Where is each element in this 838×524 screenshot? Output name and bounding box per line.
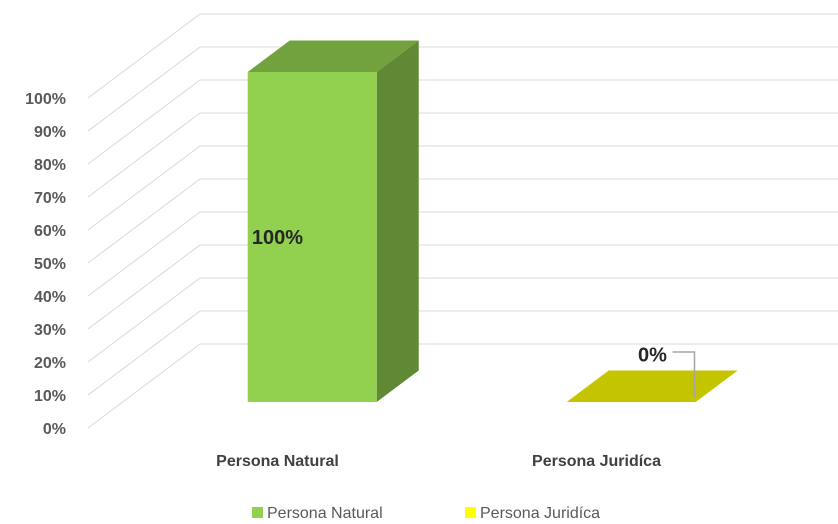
grid-line-side bbox=[87, 178, 201, 264]
y-tick-label: 90% bbox=[34, 124, 66, 141]
grid-line-side bbox=[87, 211, 201, 297]
y-tick-label: 70% bbox=[34, 190, 66, 207]
y-tick-label: 10% bbox=[34, 388, 66, 405]
x-tick-label: Persona Natural bbox=[216, 453, 339, 470]
y-tick-label: 80% bbox=[34, 157, 66, 174]
grid-line-side bbox=[87, 343, 201, 429]
data-label: 0% bbox=[638, 344, 667, 366]
bar-side bbox=[376, 40, 419, 402]
bar bbox=[566, 370, 738, 402]
bar-top bbox=[247, 40, 419, 72]
legend-label: Persona Natural bbox=[267, 505, 383, 522]
bar bbox=[247, 40, 419, 402]
leader-line bbox=[672, 351, 696, 398]
x-tick-label: Persona Juridíca bbox=[532, 453, 661, 470]
grid-line-side bbox=[87, 145, 201, 231]
grid-line-side bbox=[87, 79, 201, 165]
y-tick-label: 40% bbox=[34, 289, 66, 306]
grid-line-side bbox=[87, 13, 201, 99]
grid-line-side bbox=[87, 310, 201, 396]
grid-line-side bbox=[87, 112, 201, 198]
bar-top bbox=[566, 370, 738, 402]
legend-label: Persona Juridíca bbox=[480, 505, 600, 522]
legend-swatch bbox=[465, 507, 476, 518]
grid-line-side bbox=[87, 244, 201, 330]
grid-line-side bbox=[87, 46, 201, 132]
y-tick-label: 50% bbox=[34, 256, 66, 273]
grid-line-side bbox=[87, 277, 201, 363]
data-label: 100% bbox=[252, 227, 303, 249]
y-tick-label: 100% bbox=[25, 91, 66, 108]
y-tick-label: 0% bbox=[43, 421, 66, 438]
y-tick-label: 60% bbox=[34, 223, 66, 240]
y-tick-label: 20% bbox=[34, 355, 66, 372]
bar-front bbox=[247, 71, 377, 402]
legend-swatch bbox=[252, 507, 263, 518]
y-tick-label: 30% bbox=[34, 322, 66, 339]
